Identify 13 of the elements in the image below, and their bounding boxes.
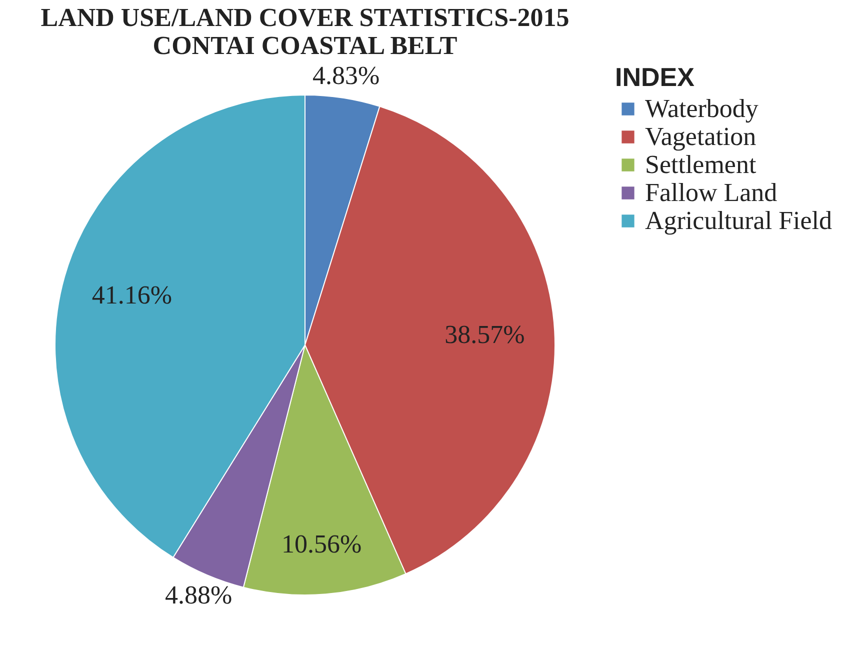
legend-label: Vagetation — [645, 122, 756, 151]
text: LAND USE/LAND COVER STATISTICS-2015 — [40, 3, 570, 32]
data-label: 10.56% — [281, 529, 362, 558]
legend-label: Waterbody — [645, 94, 758, 123]
legend-title: INDEX — [615, 62, 696, 92]
data-label: 41.16% — [92, 280, 172, 310]
data-label: 38.57% — [444, 320, 525, 349]
legend-label: Settlement — [645, 150, 757, 179]
data-label: 4.83% — [312, 61, 380, 90]
legend-label: Fallow Land — [645, 178, 778, 207]
text: CONTAI COASTAL BELT — [152, 31, 458, 60]
data-label: 4.88% — [164, 580, 232, 610]
legend-label: Agricultural Field — [645, 206, 832, 235]
